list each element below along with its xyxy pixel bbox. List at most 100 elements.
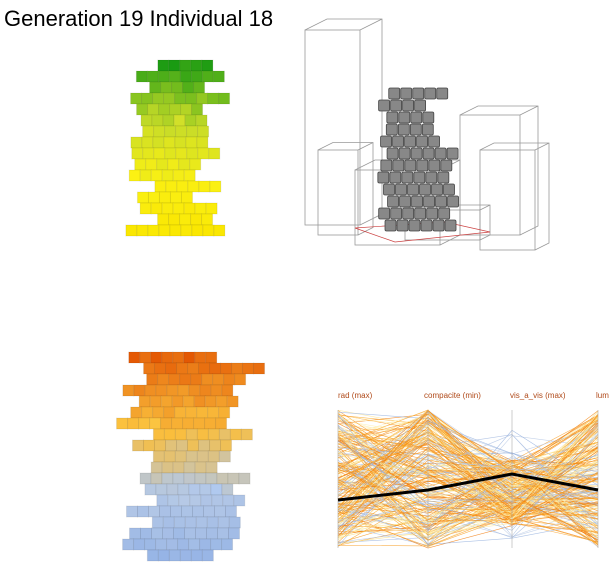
voxel (212, 70, 225, 83)
voxel (218, 406, 231, 419)
voxel (144, 538, 157, 551)
voxel (169, 191, 182, 204)
voxel (161, 472, 174, 485)
profile-line (337, 443, 599, 495)
tower-cell (432, 219, 445, 232)
voxel (212, 373, 225, 386)
voxel (191, 103, 204, 116)
voxel (188, 483, 201, 496)
voxel (154, 362, 167, 375)
tower-cell (428, 135, 440, 148)
voxel (180, 505, 193, 518)
voxel (199, 483, 212, 496)
voxel (221, 538, 234, 551)
voxel (198, 362, 211, 375)
voxel (172, 169, 185, 182)
voxel (144, 384, 157, 397)
voxel (205, 202, 218, 215)
voxel (138, 395, 151, 408)
tower-cell (392, 135, 404, 148)
tower-cell (410, 111, 423, 124)
profile-line (337, 510, 599, 529)
profile-line (337, 458, 599, 528)
voxel (224, 505, 237, 518)
voxel (187, 180, 200, 193)
profile-line (337, 480, 599, 545)
voxel (140, 527, 153, 540)
voxel (228, 516, 241, 529)
profile-line (337, 410, 599, 475)
voxel-model-top (125, 59, 231, 237)
tower-cell (413, 171, 426, 184)
voxel (167, 158, 180, 171)
voxel (209, 180, 222, 193)
voxel (169, 224, 182, 237)
voxel (199, 538, 212, 551)
tower-cell (390, 99, 403, 112)
voxel (144, 483, 157, 496)
voxel (146, 373, 159, 386)
voxel (168, 59, 181, 72)
voxel (229, 428, 242, 441)
voxel (161, 351, 174, 364)
voxel (187, 439, 200, 452)
voxel (208, 147, 221, 160)
voxel (136, 505, 149, 518)
voxel (164, 125, 177, 138)
building (479, 149, 536, 251)
voxel (193, 395, 206, 408)
voxel (210, 538, 223, 551)
voxel (138, 417, 151, 430)
voxel (185, 92, 198, 105)
voxel (157, 59, 170, 72)
tower-cell (384, 219, 397, 232)
voxel (163, 406, 176, 419)
voxel (166, 384, 179, 397)
voxel (160, 395, 173, 408)
voxel (180, 224, 193, 237)
voxel (147, 505, 160, 518)
voxel (163, 450, 176, 463)
voxel (174, 428, 187, 441)
tower-cell (423, 195, 435, 208)
voxel (165, 362, 178, 375)
voxel (154, 180, 167, 193)
tower-cell (395, 183, 407, 196)
tower-cell (409, 123, 422, 136)
voxel (191, 224, 204, 237)
tower-cell (402, 207, 415, 220)
voxel (179, 373, 192, 386)
voxel (182, 81, 195, 94)
voxel (218, 428, 231, 441)
voxel (160, 81, 173, 94)
voxel (172, 461, 185, 474)
axis-label: rad (max) (338, 391, 373, 400)
voxel (153, 147, 166, 160)
profile-line (337, 427, 599, 529)
voxel (158, 505, 171, 518)
voxel (191, 505, 204, 518)
voxel (150, 169, 163, 182)
voxel (164, 147, 177, 160)
tower-cell (447, 195, 459, 208)
voxel (196, 92, 209, 105)
voxel (183, 472, 196, 485)
voxel (179, 70, 192, 83)
tower-cell (411, 195, 423, 208)
profile-line (337, 410, 599, 508)
voxel (193, 81, 206, 94)
voxel (168, 373, 181, 386)
profile-line (337, 440, 599, 519)
voxel (185, 450, 198, 463)
voxel (193, 417, 206, 430)
voxel (188, 384, 201, 397)
tower-cell (400, 87, 413, 100)
voxel (134, 158, 147, 171)
voxel (157, 70, 170, 83)
voxel (146, 70, 159, 83)
voxel (180, 191, 193, 204)
voxel (217, 516, 230, 529)
voxel (142, 125, 155, 138)
voxel (155, 538, 168, 551)
voxel (157, 549, 170, 562)
